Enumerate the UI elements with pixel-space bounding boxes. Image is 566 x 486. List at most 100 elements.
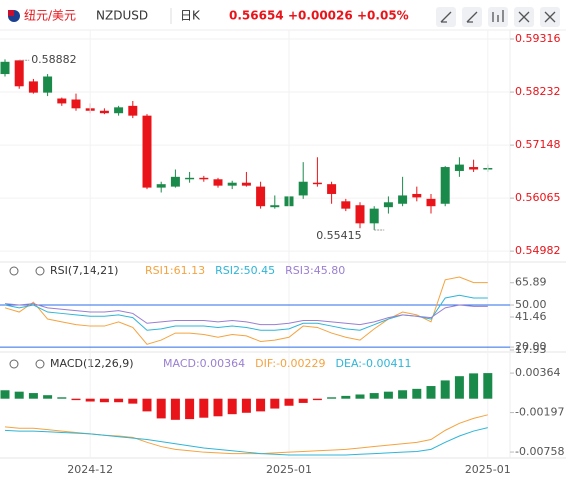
macd-bar [71,398,81,401]
change: +0.00026 [288,9,353,23]
macd-bar [256,398,266,412]
macd-bar [398,390,408,399]
y-tick-label: 41.46 [515,310,547,323]
macd-bar [14,391,24,399]
settings-icon[interactable] [35,266,45,276]
eye-icon[interactable] [9,266,19,276]
candle-body [426,198,436,207]
candle-body [0,61,10,75]
macd-bar [128,398,138,404]
symbol: NZDUSD [96,9,148,23]
annotation: 0.55415 [316,229,362,242]
candle-body [99,110,109,114]
macd-bar [142,398,152,412]
candle-body [369,208,379,224]
candle-body [114,107,124,114]
candle-body [128,105,138,116]
legend-entry: RSI2:50.45 [215,264,275,277]
macd-bar [412,388,422,399]
y-tick-label: -0.00758 [515,445,564,458]
y-tick-label: 0.54982 [515,244,561,257]
macd-bar [355,394,365,399]
indicator-line [4,303,488,326]
candle-body [241,182,251,186]
candle-body [227,182,237,186]
y-tick-label: 50.00 [515,298,547,311]
macd-bar [483,373,493,399]
pair-name[interactable]: 纽元/美元 [24,9,76,23]
macd-bar [43,395,53,399]
candle-body [454,164,464,171]
y-tick-label: -0.00197 [515,406,564,419]
macd-bar [327,397,337,399]
legend-entry: DEA:-0.00411 [336,357,412,370]
macd-bar [241,398,251,413]
y-tick-label: 65.89 [515,276,547,289]
y-tick-label: 20.00 [515,340,547,353]
indicator-line [4,276,488,345]
macd-bar [369,393,379,399]
macd-bar [469,373,479,399]
macd-bar [170,398,180,420]
price: 0.56654 [229,9,284,23]
indicator-title: RSI(7,14,21) [50,264,118,277]
macd-bar [57,397,67,399]
y-tick-label: 0.56065 [515,191,561,204]
candle-body [383,202,393,208]
candle-body [199,177,209,180]
macd-bar [213,398,223,417]
tool-icons [440,10,556,23]
candle-body [71,99,81,109]
candle-body [341,201,351,209]
macd-bar [156,398,166,419]
legend-entry: MACD:0.00364 [163,357,245,370]
macd-bar [114,398,124,403]
macd-bar [426,386,436,399]
legend-entry: RSI1:61.13 [145,264,205,277]
change-pct: +0.05% [357,9,409,23]
candle-body [142,115,152,188]
indicator-line [4,427,488,456]
candle-body [57,98,67,104]
indicator-title: MACD(12,26,9) [50,357,134,370]
eye-icon[interactable] [9,359,19,369]
candle-body [270,205,280,208]
candle-body [398,195,408,204]
macd-bar [270,398,280,409]
macd-bar [227,398,237,415]
period[interactable]: 日K [180,9,201,23]
candle-body [256,186,266,207]
legend-entry: DIF:-0.00229 [255,357,325,370]
macd-bar [28,393,38,399]
settings-icon[interactable] [35,359,45,369]
candle-body [312,182,322,185]
plot [0,276,510,348]
x-tick-label: 2025-01 [266,463,312,476]
candle-body [412,193,422,198]
macd-bar [298,398,308,403]
candle-body [28,81,38,93]
macd-bar [199,398,209,418]
y-tick-label: 17.93 [515,343,547,356]
macd-bar [99,398,109,403]
macd-bar [185,398,195,420]
flag-icon [8,10,14,16]
x-tick-label: 2025-01 [465,463,511,476]
candle-body [213,179,223,186]
macd-bar [0,390,10,399]
candle-body [327,184,337,194]
candle-body [355,205,365,224]
candle-body [298,181,308,196]
candle-body [156,184,166,188]
candle-body [469,167,479,170]
y-tick-label: 0.00364 [515,366,561,379]
candle-body [185,177,195,180]
legend-entry: RSI3:45.80 [285,264,345,277]
macd-bar [312,398,322,401]
macd-bar [341,395,351,399]
candle-body [14,60,24,87]
y-tick-label: 0.57148 [515,138,561,151]
